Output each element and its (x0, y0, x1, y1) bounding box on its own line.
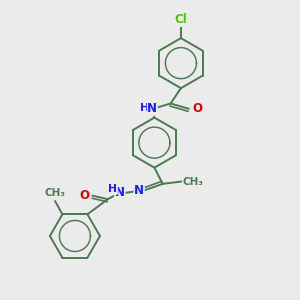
Text: H: H (109, 184, 117, 194)
Text: O: O (192, 102, 202, 115)
Text: N: N (115, 186, 125, 199)
Text: Cl: Cl (175, 14, 187, 26)
Text: N: N (134, 184, 144, 197)
Text: O: O (79, 189, 89, 202)
Text: H: H (140, 103, 148, 113)
Text: N: N (147, 102, 158, 115)
Text: CH₃: CH₃ (182, 176, 203, 187)
Text: CH₃: CH₃ (44, 188, 65, 198)
